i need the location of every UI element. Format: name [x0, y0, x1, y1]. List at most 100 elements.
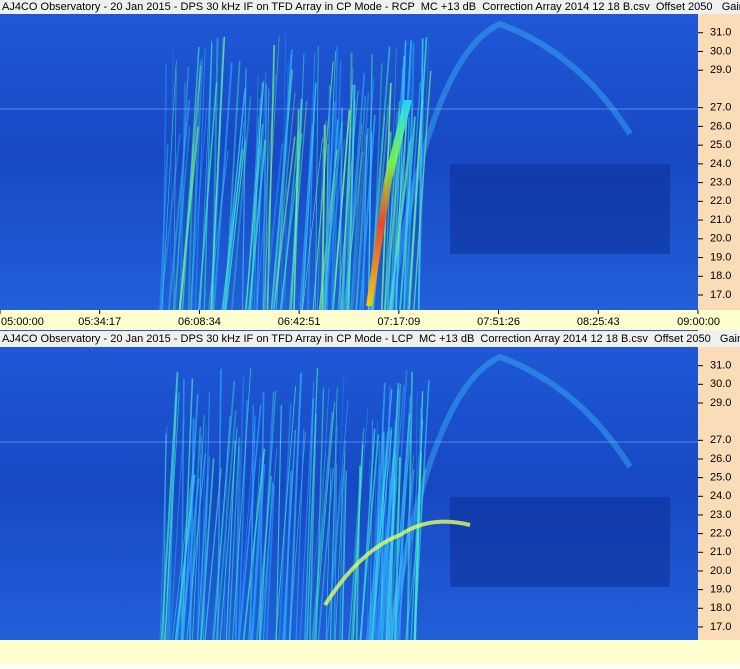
- y-tick-label: 17.0: [710, 289, 731, 301]
- emission-streak: [197, 435, 202, 641]
- y-axis-panel: [698, 14, 740, 310]
- emission-streak: [254, 117, 259, 311]
- emission-streak: [369, 464, 381, 641]
- y-tick-label: 25.0: [710, 139, 731, 151]
- emission-streak: [418, 98, 425, 311]
- emission-streak: [314, 46, 319, 311]
- dark-region: [450, 164, 670, 254]
- emission-streak: [326, 85, 331, 311]
- emission-streak: [232, 368, 252, 641]
- emission-streak: [394, 457, 401, 641]
- emission-streak: [213, 416, 231, 641]
- emission-streak: [242, 448, 266, 641]
- emission-streak: [225, 139, 246, 311]
- emission-streak: [344, 72, 366, 311]
- emission-streak: [359, 115, 376, 311]
- emission-streak: [304, 398, 315, 641]
- emission-streak: [367, 132, 373, 311]
- emission-streak: [307, 53, 316, 311]
- emission-streak: [330, 46, 339, 311]
- emission-streak: [197, 82, 218, 311]
- y-tick-label: 23.0: [710, 177, 731, 189]
- emission-streak: [202, 392, 211, 641]
- emission-streak: [380, 389, 400, 641]
- emission-streak: [212, 62, 233, 311]
- emission-streak: [306, 367, 319, 641]
- emission-streak: [166, 438, 176, 641]
- emission-arc: [387, 20, 633, 311]
- emission-streak: [167, 100, 191, 311]
- emission-streak: [174, 66, 190, 311]
- emission-streak: [301, 82, 317, 311]
- y-axis-panel: [698, 347, 740, 640]
- emission-streak: [266, 44, 276, 311]
- emission-streak: [326, 462, 346, 641]
- emission-streak: [341, 470, 347, 641]
- emission-streak: [417, 38, 424, 311]
- emission-streak: [293, 109, 300, 311]
- x-tick-label: 09:00:00: [677, 316, 720, 328]
- emission-streak: [333, 464, 338, 641]
- emission-streak: [320, 120, 327, 311]
- y-tick-label: 21.0: [710, 546, 731, 558]
- emission-streak: [190, 60, 201, 311]
- emission-streak: [177, 467, 194, 641]
- emission-streak: [295, 428, 305, 641]
- emission-streak: [238, 420, 256, 641]
- y-tick-label: 25.0: [710, 472, 731, 484]
- y-tick-label: 19.0: [710, 584, 731, 596]
- emission-streak: [219, 427, 238, 641]
- x-tick-label: 07:51:26: [477, 316, 520, 328]
- emission-streak: [360, 428, 376, 641]
- emission-streak: [181, 46, 200, 311]
- emission-streak: [172, 126, 191, 311]
- emission-streak: [372, 382, 386, 641]
- emission-streak: [264, 88, 270, 311]
- emission-streak: [181, 378, 194, 641]
- y-tick-label: 17.0: [710, 621, 731, 633]
- emission-streak: [262, 83, 268, 311]
- emission-streak: [345, 123, 363, 311]
- emission-streak: [288, 372, 303, 641]
- emission-streak: [322, 102, 336, 311]
- x-tick-label: 08:25:43: [577, 316, 620, 328]
- emission-streak: [340, 84, 354, 311]
- emission-streak: [407, 99, 423, 311]
- y-tick-label: 30.0: [710, 378, 731, 390]
- emission-streak: [164, 392, 180, 641]
- emission-streak: [280, 34, 286, 311]
- emission-streak: [199, 426, 207, 641]
- x-tick-label: 07:17:09: [377, 316, 420, 328]
- emission-streak: [263, 142, 284, 311]
- emission-streak: [341, 452, 346, 641]
- emission-streak: [187, 144, 195, 311]
- emission-streak: [221, 149, 244, 311]
- emission-streak: [332, 375, 345, 641]
- emission-streak: [394, 40, 413, 311]
- emission-streak: [396, 469, 415, 641]
- y-tick-label: 29.0: [710, 397, 731, 409]
- emission-streak: [258, 390, 277, 641]
- y-tick-label: 22.0: [710, 195, 731, 207]
- emission-streak: [325, 468, 332, 641]
- emission-streak: [204, 468, 222, 641]
- emission-streak: [362, 134, 368, 311]
- y-tick-label: 26.0: [710, 453, 731, 465]
- emission-streak: [238, 404, 262, 641]
- emission-streak: [272, 136, 296, 311]
- emission-streak: [339, 107, 343, 311]
- emission-streak: [179, 82, 187, 311]
- emission-streak: [366, 459, 371, 641]
- emission-streak: [275, 385, 297, 641]
- emission-streak: [194, 48, 206, 311]
- x-tick-label: 05:34:17: [78, 316, 121, 328]
- emission-streak: [273, 92, 296, 311]
- emission-streak: [171, 454, 195, 641]
- emission-streak: [161, 63, 167, 311]
- footer-panel: [0, 640, 740, 664]
- emission-streak: [371, 420, 378, 641]
- chart-title: AJ4CO Observatory - 20 Jan 2015 - DPS 30…: [2, 1, 740, 13]
- emission-streak: [342, 126, 352, 311]
- emission-streak: [351, 92, 370, 311]
- emission-streak: [391, 55, 406, 311]
